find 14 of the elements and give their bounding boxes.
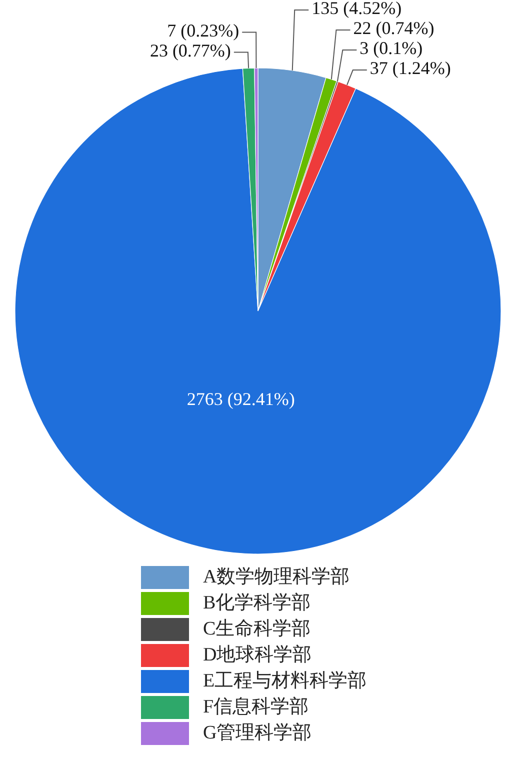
data-label: 22 (0.74%) <box>353 18 434 38</box>
legend-label: E工程与材料科学部 <box>203 669 367 692</box>
legend-label: C生命科学部 <box>203 617 311 640</box>
legend-label: B化学科学部 <box>203 591 311 614</box>
legend-label: G管理科学部 <box>203 721 312 744</box>
data-label: 23 (0.77%) <box>150 40 231 60</box>
data-label: 7 (0.23%) <box>167 20 240 40</box>
data-label: 37 (1.24%) <box>370 58 451 78</box>
legend-label: A数学物理科学部 <box>203 565 350 588</box>
legend-label: D地球科学部 <box>203 643 312 666</box>
data-label: 135 (4.52%) <box>312 0 402 18</box>
legend-label: F信息科学部 <box>203 695 309 718</box>
data-label: 2763 (92.41%) <box>186 389 295 410</box>
data-label: 3 (0.1%) <box>360 38 423 58</box>
